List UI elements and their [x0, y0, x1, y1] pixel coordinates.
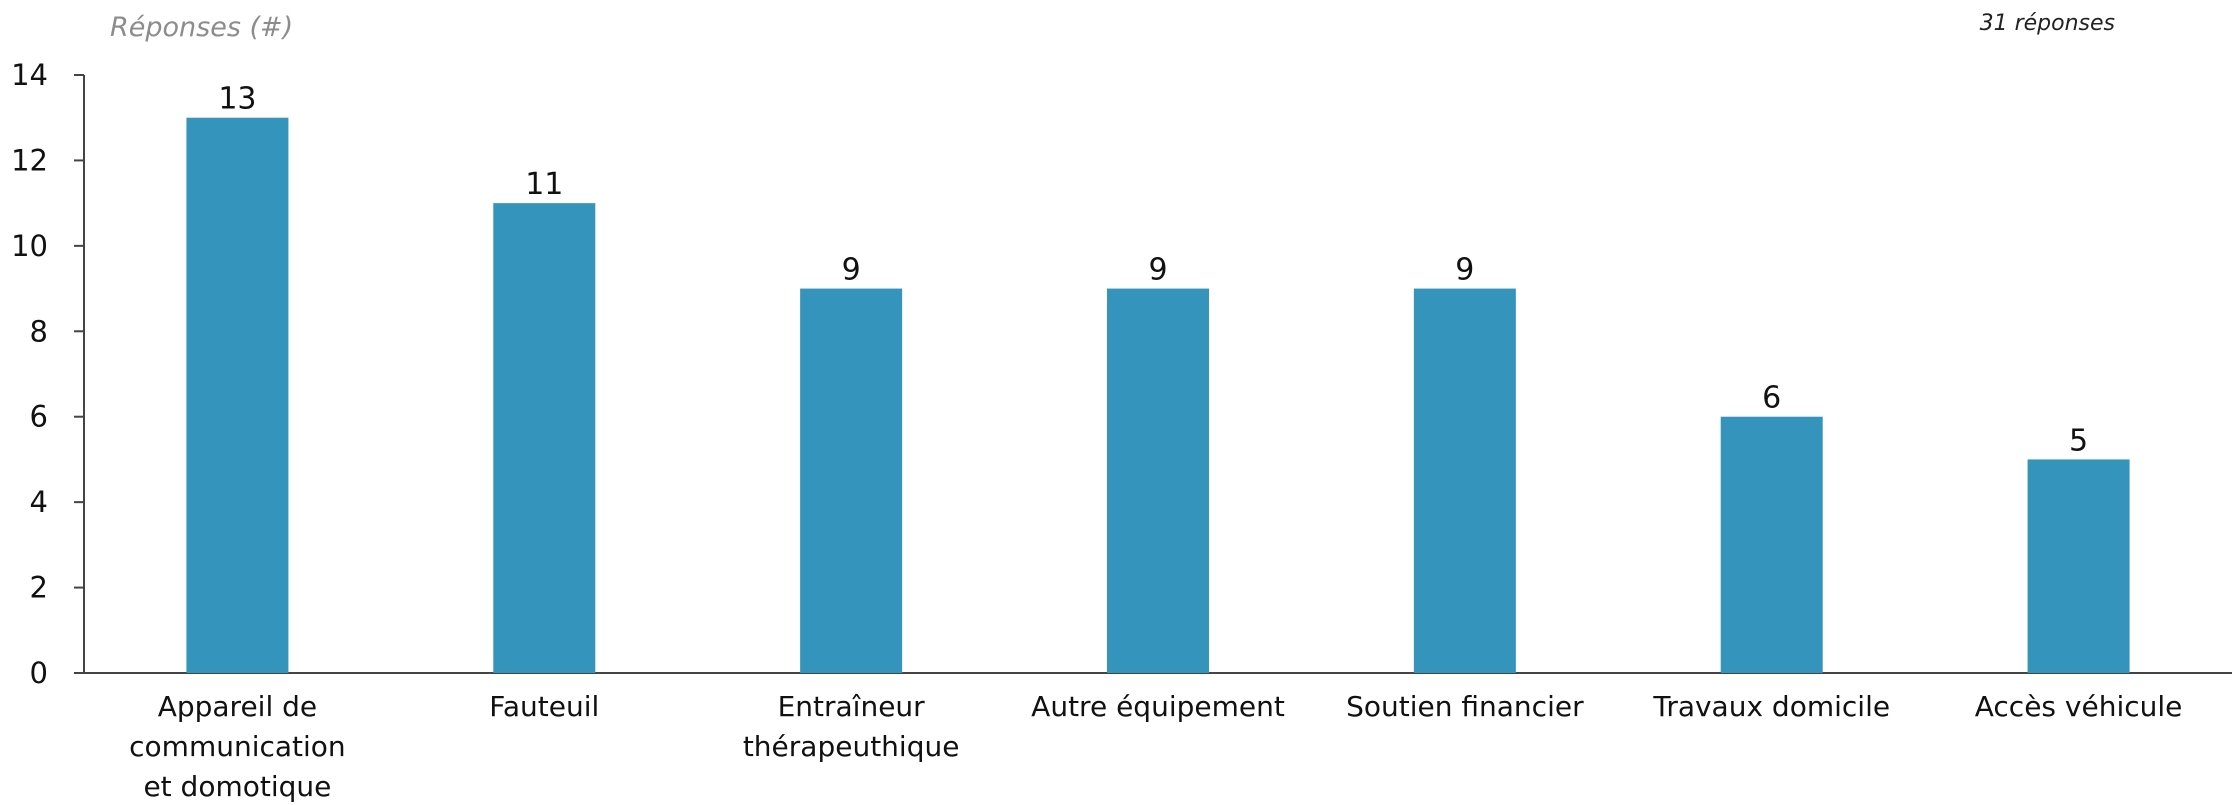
x-category-label: Appareil de communication et domotique [129, 690, 346, 803]
bar [800, 288, 903, 673]
x-category-label-line: Entraîneur [778, 690, 926, 723]
x-category-label: Travaux domicile [1652, 690, 1890, 723]
x-category-label: Autre équipement [1031, 690, 1285, 723]
bar [493, 203, 596, 673]
x-category-label-line: Autre équipement [1031, 690, 1285, 723]
bar [186, 117, 289, 673]
value-labels: 13 11 9 9 9 6 5 [218, 82, 2088, 459]
x-category-label-line: Travaux domicile [1652, 690, 1890, 723]
bar [2027, 459, 2130, 673]
bar-value-label: 9 [1148, 253, 1167, 288]
y-tick-label: 14 [11, 58, 48, 92]
x-category-label-line: Fauteuil [489, 690, 599, 723]
x-category-label-line: communication [129, 730, 346, 763]
category-labels: Appareil de communication et domotique Faut… [129, 690, 2182, 803]
x-category-label-line: thérapeuthique [743, 730, 960, 763]
y-tick-label: 2 [30, 571, 48, 605]
y-axis-label: Réponses (#) [110, 12, 293, 43]
x-category-label-line: et domotique [143, 770, 331, 803]
x-category-label-line: Accès véhicule [1975, 690, 2183, 723]
bar-value-label: 5 [2069, 423, 2088, 458]
x-category-label: Accès véhicule [1975, 690, 2183, 723]
y-tick-label: 4 [30, 485, 48, 519]
y-tick-label: 6 [30, 400, 48, 434]
bar-value-label: 6 [1762, 381, 1781, 416]
y-tick-label: 8 [30, 314, 48, 348]
bar-value-label: 9 [842, 253, 861, 288]
bar [1107, 288, 1209, 673]
x-category-label-line: Soutien financier [1346, 690, 1584, 723]
y-tick-label: 0 [30, 656, 48, 690]
y-tick-label: 10 [11, 229, 48, 263]
bar [1720, 416, 1823, 673]
x-category-label-line: Appareil de [158, 690, 317, 723]
y-tick-label: 12 [11, 143, 48, 177]
y-ticks: 0 2 4 6 8 10 12 14 [11, 58, 84, 690]
bar-value-label: 9 [1455, 253, 1474, 288]
bar-value-label: 13 [218, 82, 256, 117]
x-category-label: Entraîneur thérapeuthique [743, 690, 960, 763]
bar-value-label: 11 [525, 167, 563, 202]
x-category-label: Fauteuil [489, 690, 599, 723]
x-category-label: Soutien financier [1346, 690, 1584, 723]
response-count-note: 31 réponses [1980, 11, 2115, 36]
bars [186, 117, 2130, 673]
bar [1413, 288, 1516, 673]
